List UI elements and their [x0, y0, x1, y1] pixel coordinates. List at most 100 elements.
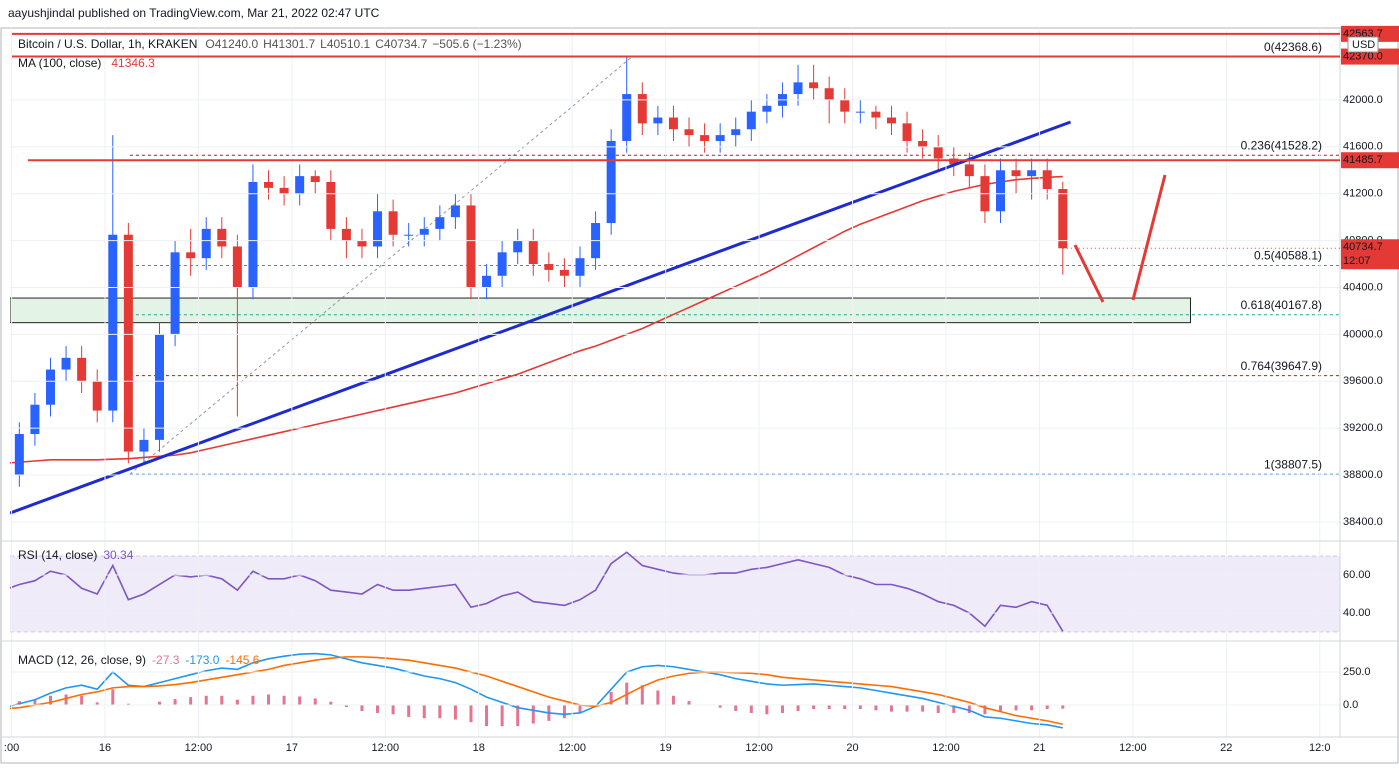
histogram-bar [889, 705, 893, 712]
histogram-bar [796, 705, 800, 711]
ohlc: L40510.1 [320, 37, 370, 51]
fib-label: 0.764(39647.9) [1241, 359, 1322, 373]
histogram-bar [531, 705, 535, 724]
indicator-name: RSI (14, close) [18, 548, 97, 562]
y-tick-label: 40000.0 [1343, 328, 1383, 340]
histogram-bar [780, 705, 784, 713]
price-tag-label: 42370.0 [1343, 50, 1383, 62]
ohlc: −505.6 (−1.23%) [432, 37, 521, 51]
candle-body [762, 105, 772, 112]
candle-body [14, 434, 24, 476]
histogram-bar [376, 705, 380, 713]
candle-body [373, 211, 383, 247]
x-tick-label: 12:00 [745, 742, 773, 754]
histogram-bar [313, 698, 317, 706]
histogram-bar [173, 699, 177, 706]
x-tick-label: 12:00 [558, 742, 586, 754]
histogram-bar [578, 705, 582, 713]
currency-box [1347, 36, 1379, 53]
y-tick-label: 40400.0 [1343, 281, 1383, 293]
arrow-down [1073, 244, 1105, 303]
legend: MA (100, close) 41346.3 [18, 56, 155, 70]
y-tick-label: 0.0 [1343, 699, 1358, 711]
indicator-value: 30.34 [103, 548, 133, 562]
histogram-bar [204, 695, 208, 706]
candle-body [731, 129, 741, 136]
histogram-bar [983, 705, 987, 715]
candle-body [170, 252, 180, 335]
histogram-bar [640, 685, 644, 706]
histogram-bar [516, 705, 520, 727]
series-line [10, 652, 1063, 729]
candle-body [419, 228, 429, 235]
arrow-up [1131, 174, 1167, 301]
candle-body [482, 275, 492, 288]
fib-label: 0(42368.6) [1264, 40, 1322, 54]
candle-body [949, 158, 959, 165]
candle-body [248, 181, 258, 288]
histogram-bar [671, 695, 675, 706]
candle-body [809, 82, 819, 89]
legend: MACD (12, 26, close, 9) -27.3 -173.0 -145.6 [18, 653, 260, 667]
candle-body [653, 117, 663, 124]
y-tick-label: 38800.0 [1343, 469, 1383, 481]
series-line [10, 551, 1064, 632]
histogram-bar [95, 702, 99, 706]
candle-body [264, 181, 274, 188]
histogram-bar [2, 704, 5, 705]
ohlc: C40734.7 [375, 37, 427, 51]
header: aayushjindal published on TradingView.co… [8, 6, 380, 20]
candle-body [933, 146, 943, 159]
fib-anchor-line [129, 56, 633, 475]
histogram-bar [1061, 705, 1065, 709]
candle-body [1011, 170, 1021, 177]
indicator-name: MACD (12, 26, close, 9) [18, 653, 146, 667]
histogram-bar [344, 705, 348, 708]
candle-body [559, 269, 569, 276]
price-tag [1341, 48, 1399, 65]
y-tick-label: 41600.0 [1343, 141, 1383, 153]
histogram-bar [718, 705, 722, 708]
candle-body [855, 111, 865, 113]
price-tag-label: 41485.7 [1343, 154, 1383, 166]
x-tick-label: 12:00 [1119, 742, 1147, 754]
candle-body [466, 205, 476, 288]
candle-body [606, 140, 616, 224]
candle-body [155, 334, 165, 440]
candle-body [622, 94, 632, 141]
histogram-bar [33, 699, 37, 706]
histogram-bar [1014, 705, 1018, 711]
histogram-bar [905, 705, 909, 712]
histogram-bar [453, 705, 457, 720]
candle-body [357, 240, 367, 247]
histogram-bar [485, 705, 489, 727]
y-tick-label: 40.00 [1343, 607, 1371, 619]
candle-body [995, 170, 1005, 212]
histogram-bar [391, 705, 395, 715]
histogram-bar [220, 695, 224, 706]
histogram-bar [921, 705, 925, 712]
candle-body [528, 240, 538, 265]
candle-body [139, 439, 149, 452]
candle-body [793, 82, 803, 95]
support-zone [10, 297, 1191, 324]
fib-label: 0.236(41528.2) [1241, 138, 1322, 152]
candle-body [232, 246, 242, 288]
histogram-bar [360, 705, 364, 711]
candle-body [341, 228, 351, 241]
histogram-bar [858, 705, 862, 709]
histogram-bar [874, 705, 878, 711]
last-price-tag [1341, 239, 1399, 270]
candle-body [964, 164, 974, 177]
candle-body [1058, 189, 1068, 249]
histogram-bar [329, 701, 333, 706]
legend: Bitcoin / U.S. Dollar, 1h, KRAKEN O41240.… [18, 37, 522, 51]
candle-body [1027, 170, 1037, 177]
candle-body [575, 258, 585, 276]
candle-body [45, 369, 55, 405]
main-pane [10, 56, 1340, 515]
candle-body [61, 357, 71, 370]
ohlc: H41301.7 [263, 37, 315, 51]
x-tick-label: 12:00 [372, 742, 400, 754]
ma-value: 41346.3 [111, 56, 155, 70]
